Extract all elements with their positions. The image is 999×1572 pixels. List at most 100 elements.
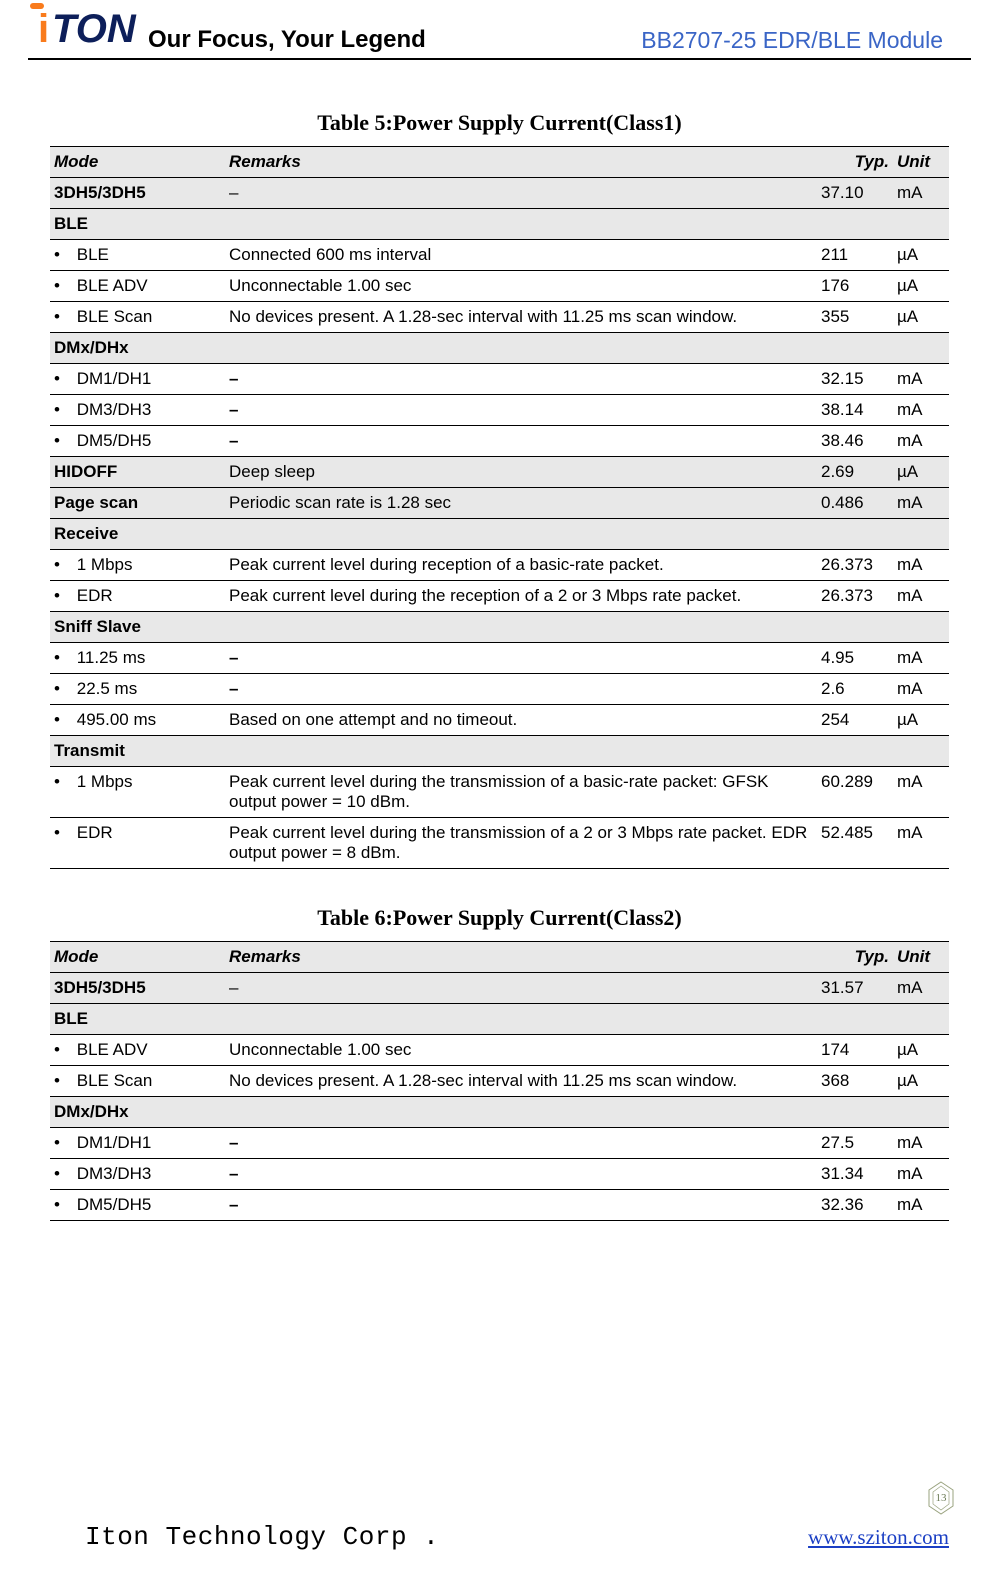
mode-label: DM1/DH1 [77, 369, 152, 388]
unit-cell: µA [893, 1066, 949, 1097]
page-number: 13 [936, 1492, 947, 1504]
mode-cell: • 1 Mbps [50, 550, 225, 581]
table-row: • EDRPeak current level during the recep… [50, 581, 949, 612]
mode-cell: • DM5/DH5 [50, 426, 225, 457]
unit-cell: mA [893, 818, 949, 869]
table5-caption: Table 5:Power Supply Current(Class1) [50, 110, 949, 136]
mode-cell: • DM3/DH3 [50, 1159, 225, 1190]
mode-cell: HIDOFF [50, 457, 225, 488]
unit-cell: mA [893, 1190, 949, 1221]
typ-cell: 27.5 [817, 1128, 893, 1159]
mode-label: BLE ADV [77, 276, 148, 295]
mode-cell: • DM5/DH5 [50, 1190, 225, 1221]
table-row: • DM1/DH1–32.15mA [50, 364, 949, 395]
table-row: • 1 MbpsPeak current level during recept… [50, 550, 949, 581]
section-label: DMx/DHx [50, 333, 949, 364]
remarks-cell: Periodic scan rate is 1.28 sec [225, 488, 817, 519]
table-row: HIDOFFDeep sleep2.69µA [50, 457, 949, 488]
mode-label: DM3/DH3 [77, 1164, 152, 1183]
mode-cell: • 11.25 ms [50, 643, 225, 674]
table6-caption: Table 6:Power Supply Current(Class2) [50, 905, 949, 931]
svg-text:TON: TON [52, 7, 137, 51]
table-row: • DM3/DH3–31.34mA [50, 1159, 949, 1190]
typ-cell: 0.486 [817, 488, 893, 519]
mode-label: DM5/DH5 [77, 1195, 152, 1214]
remarks-cell: Unconnectable 1.00 sec [225, 1035, 817, 1066]
table-row: • BLE ScanNo devices present. A 1.28-sec… [50, 1066, 949, 1097]
remarks-cell: No devices present. A 1.28-sec interval … [225, 302, 817, 333]
footer-url[interactable]: www.sziton.com [808, 1525, 949, 1550]
unit-cell: mA [893, 426, 949, 457]
remarks-cell: Connected 600 ms interval [225, 240, 817, 271]
unit-cell: µA [893, 302, 949, 333]
remarks-cell: – [225, 1128, 817, 1159]
table5-header-row: Mode Remarks Typ. Unit [50, 147, 949, 178]
remarks-cell: No devices present. A 1.28-sec interval … [225, 1066, 817, 1097]
section-label: Transmit [50, 736, 949, 767]
mode-label: EDR [77, 823, 113, 842]
remarks-cell: Peak current level during the reception … [225, 581, 817, 612]
mode-label: DM5/DH5 [77, 431, 152, 450]
typ-cell: 174 [817, 1035, 893, 1066]
mode-cell: • DM3/DH3 [50, 395, 225, 426]
typ-cell: 32.36 [817, 1190, 893, 1221]
typ-cell: 176 [817, 271, 893, 302]
mode-label: 1 Mbps [77, 772, 133, 791]
typ-cell: 355 [817, 302, 893, 333]
unit-cell: mA [893, 395, 949, 426]
table-row: BLE [50, 1004, 949, 1035]
svg-text:i: i [38, 7, 49, 51]
typ-cell: 211 [817, 240, 893, 271]
unit-cell: mA [893, 581, 949, 612]
remarks-cell: – [225, 1190, 817, 1221]
typ-cell: 31.34 [817, 1159, 893, 1190]
unit-cell: mA [893, 973, 949, 1004]
table-row: 3DH5/3DH5–31.57mA [50, 973, 949, 1004]
table-row: • BLEConnected 600 ms interval211µA [50, 240, 949, 271]
remarks-cell: – [225, 973, 817, 1004]
unit-cell: mA [893, 364, 949, 395]
unit-cell: mA [893, 1128, 949, 1159]
mode-cell: • 22.5 ms [50, 674, 225, 705]
remarks-cell: Based on one attempt and no timeout. [225, 705, 817, 736]
remarks-cell: – [225, 395, 817, 426]
mode-cell: • EDR [50, 818, 225, 869]
page-header: i TON Our Focus, Your Legend BB2707-25 E… [28, 0, 971, 60]
remarks-cell: Deep sleep [225, 457, 817, 488]
table-row: 3DH5/3DH5–37.10mA [50, 178, 949, 209]
table-row: • BLE ADVUnconnectable 1.00 sec176µA [50, 271, 949, 302]
unit-cell: mA [893, 767, 949, 818]
table-row: Sniff Slave [50, 612, 949, 643]
unit-cell: µA [893, 457, 949, 488]
mode-cell: • BLE Scan [50, 1066, 225, 1097]
page-number-badge: 13 [923, 1480, 959, 1516]
typ-cell: 4.95 [817, 643, 893, 674]
section-label: BLE [50, 1004, 949, 1035]
remarks-cell: Peak current level during the transmissi… [225, 767, 817, 818]
unit-cell: mA [893, 178, 949, 209]
col-remarks: Remarks [225, 942, 817, 973]
typ-cell: 26.373 [817, 581, 893, 612]
table5: Mode Remarks Typ. Unit 3DH5/3DH5–37.10mA… [50, 146, 949, 869]
remarks-cell: – [225, 426, 817, 457]
remarks-cell: – [225, 364, 817, 395]
remarks-cell: Peak current level during the transmissi… [225, 818, 817, 869]
section-label: Sniff Slave [50, 612, 949, 643]
section-label: Receive [50, 519, 949, 550]
table6-header-row: Mode Remarks Typ. Unit [50, 942, 949, 973]
col-unit: Unit [893, 147, 949, 178]
section-label: BLE [50, 209, 949, 240]
typ-cell: 52.485 [817, 818, 893, 869]
table-row: • 1 MbpsPeak current level during the tr… [50, 767, 949, 818]
remarks-cell: – [225, 674, 817, 705]
remarks-cell: Unconnectable 1.00 sec [225, 271, 817, 302]
table-row: • DM5/DH5–38.46mA [50, 426, 949, 457]
mode-label: DM3/DH3 [77, 400, 152, 419]
typ-cell: 38.14 [817, 395, 893, 426]
unit-cell: µA [893, 240, 949, 271]
slogan: Our Focus, Your Legend [148, 26, 426, 58]
mode-label: BLE ADV [77, 1040, 148, 1059]
mode-label: BLE Scan [77, 307, 153, 326]
logo: i TON [28, 0, 148, 58]
typ-cell: 2.69 [817, 457, 893, 488]
